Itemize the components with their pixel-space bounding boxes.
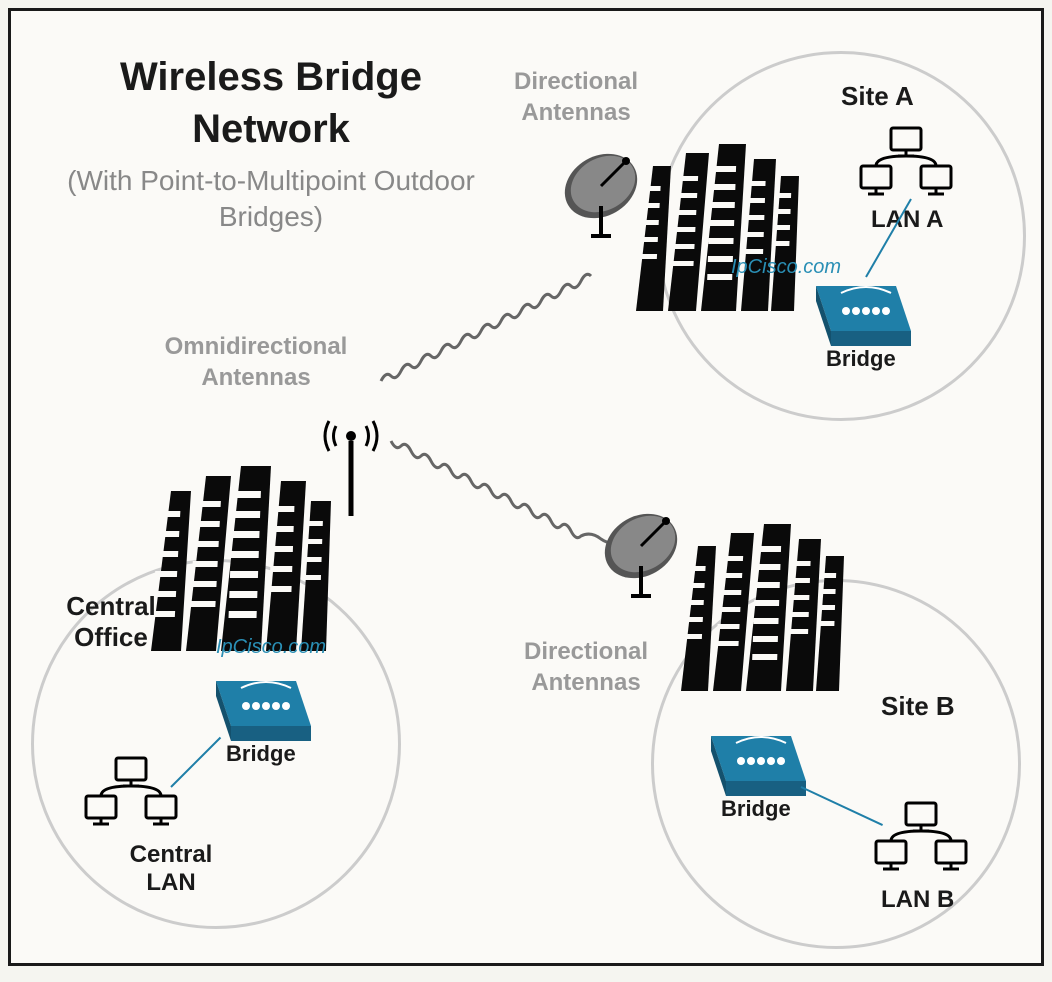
diagram-container: Wireless Bridge Network (With Point-to-M… — [8, 8, 1044, 966]
signal-to-sitea — [371, 251, 601, 391]
siteb-lan-label: LAN B — [881, 886, 954, 914]
omni-antenna-label: Omnidirectional Antennas — [141, 331, 371, 393]
diagram-subtitle: (With Point-to-Multipoint Outdoor Bridge… — [51, 163, 491, 236]
sitea-computers-icon — [856, 126, 956, 206]
siteb-site-label: Site B — [881, 691, 955, 722]
siteb-bridge-label: Bridge — [721, 796, 791, 822]
central-lan-label: Central LAN — [111, 841, 231, 897]
sitea-antenna-label: Directional Antennas — [486, 66, 666, 128]
sitea-lan-label: LAN A — [871, 206, 943, 234]
sitea-buildings-icon — [621, 141, 821, 321]
diagram-title: Wireless Bridge Network — [51, 51, 491, 155]
sitea-bridge-icon — [811, 271, 911, 346]
siteb-computers-icon — [871, 801, 971, 881]
central-computers-icon — [81, 756, 181, 836]
sitea-site-label: Site A — [841, 81, 914, 112]
sitea-bridge-label: Bridge — [826, 346, 896, 372]
watermark-central: IpCisco.com — [216, 636, 326, 659]
central-bridge-label: Bridge — [226, 741, 296, 767]
siteb-buildings-icon — [666, 521, 866, 701]
siteb-bridge-icon — [706, 721, 806, 796]
central-bridge-icon — [211, 666, 311, 741]
title-block: Wireless Bridge Network (With Point-to-M… — [51, 51, 491, 236]
central-site-label: Central Office — [51, 591, 171, 653]
siteb-antenna-label: Directional Antennas — [496, 636, 676, 698]
